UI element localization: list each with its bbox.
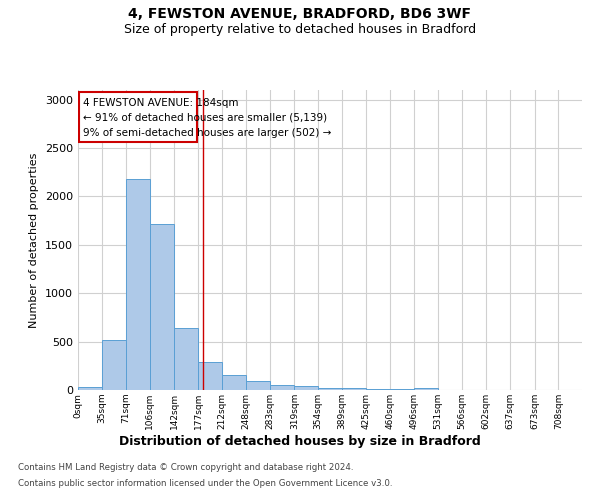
Bar (79, 92, 197, 142)
Bar (270, 384, 295, 390)
Bar (222, 376, 246, 390)
Text: 4, FEWSTON AVENUE, BRADFORD, BD6 3WF: 4, FEWSTON AVENUE, BRADFORD, BD6 3WF (128, 8, 472, 22)
Text: 9% of semi-detached houses are larger (502) →: 9% of semi-detached houses are larger (5… (83, 128, 331, 138)
Bar (318, 388, 342, 390)
Bar (150, 224, 175, 390)
Bar (175, 328, 198, 390)
Text: Contains public sector information licensed under the Open Government Licence v3: Contains public sector information licen… (18, 478, 392, 488)
Bar (390, 389, 415, 390)
Bar (198, 362, 222, 390)
Bar (342, 388, 366, 390)
Text: Distribution of detached houses by size in Bradford: Distribution of detached houses by size … (119, 435, 481, 448)
Text: Contains HM Land Registry data © Crown copyright and database right 2024.: Contains HM Land Registry data © Crown c… (18, 464, 353, 472)
Text: Size of property relative to detached houses in Bradford: Size of property relative to detached ho… (124, 22, 476, 36)
Bar (102, 340, 126, 390)
Text: 4 FEWSTON AVENUE: 184sqm: 4 FEWSTON AVENUE: 184sqm (83, 98, 238, 108)
Y-axis label: Number of detached properties: Number of detached properties (29, 152, 40, 328)
Bar (126, 179, 150, 390)
Bar (415, 388, 438, 390)
Bar (295, 386, 318, 390)
Bar (78, 387, 102, 390)
Text: ← 91% of detached houses are smaller (5,139): ← 91% of detached houses are smaller (5,… (83, 112, 327, 122)
Bar (366, 388, 390, 390)
Bar (246, 382, 270, 390)
